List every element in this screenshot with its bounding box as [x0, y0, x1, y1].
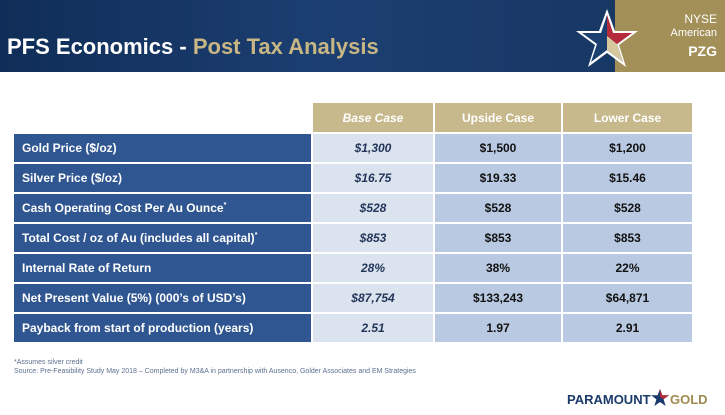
- cell-base-case: $853: [312, 223, 435, 254]
- ticker-badge: NYSE American PZG: [615, 0, 725, 72]
- badge-market: American: [670, 27, 717, 39]
- economics-table: Base Case Upside Case Lower Case Gold Pr…: [14, 103, 694, 344]
- table-row: Silver Price ($/oz) $16.75 $19.33 $15.46: [14, 163, 694, 194]
- row-label: Cash Operating Cost Per Au Ounce*: [14, 193, 313, 224]
- cell-upside-case: $528: [434, 193, 563, 224]
- row-label-footnote-mark: *: [254, 232, 258, 239]
- row-label-text: Internal Rate of Return: [22, 261, 152, 275]
- footnote-source: Source: Pre-Feasibility Study May 2018 –…: [14, 368, 416, 375]
- row-label: Internal Rate of Return: [14, 253, 313, 284]
- cell-upside-case: 38%: [434, 253, 563, 284]
- row-label-text: Gold Price ($/oz): [22, 141, 117, 155]
- cell-lower-case: 22%: [562, 253, 694, 284]
- cell-base-case: $1,300: [312, 133, 435, 164]
- cell-base-case: 2.51: [312, 313, 435, 344]
- row-label-text: Net Present Value (5%) (000’s of USD’s): [22, 291, 246, 305]
- cell-lower-case: $528: [562, 193, 694, 224]
- column-header-base: Base Case: [312, 103, 435, 134]
- row-label: Total Cost / oz of Au (includes all capi…: [14, 223, 313, 254]
- row-label-text: Silver Price ($/oz): [22, 171, 123, 185]
- cell-lower-case: $15.46: [562, 163, 694, 194]
- cell-upside-case: $19.33: [434, 163, 563, 194]
- badge-exchange: NYSE: [684, 12, 717, 26]
- row-label-footnote-mark: *: [223, 202, 227, 209]
- column-header-upside: Upside Case: [434, 103, 563, 134]
- row-label-text: Cash Operating Cost Per Au Ounce: [22, 201, 224, 215]
- cell-upside-case: $133,243: [434, 283, 563, 314]
- cell-lower-case: $64,871: [562, 283, 694, 314]
- row-label-text: Payback from start of production (years): [22, 321, 254, 335]
- cell-base-case: $16.75: [312, 163, 435, 194]
- company-logo: PARAMOUNT GOLD: [567, 386, 717, 414]
- cell-lower-case: 2.91: [562, 313, 694, 344]
- table-header-row: Base Case Upside Case Lower Case: [14, 103, 694, 134]
- row-label: Silver Price ($/oz): [14, 163, 313, 194]
- cell-base-case: $528: [312, 193, 435, 224]
- table-row: Cash Operating Cost Per Au Ounce* $528 $52…: [14, 193, 694, 224]
- cell-base-case: $87,754: [312, 283, 435, 314]
- cell-lower-case: $853: [562, 223, 694, 254]
- table-row: Internal Rate of Return 28% 38% 22%: [14, 253, 694, 284]
- title-main: PFS Economics -: [7, 34, 193, 59]
- cell-upside-case: $1,500: [434, 133, 563, 164]
- cell-upside-case: 1.97: [434, 313, 563, 344]
- row-label: Gold Price ($/oz): [14, 133, 313, 164]
- table-row: Net Present Value (5%) (000’s of USD’s) $…: [14, 283, 694, 314]
- table-corner: [14, 103, 313, 134]
- row-label: Payback from start of production (years): [14, 313, 313, 344]
- page-title: PFS Economics - Post Tax Analysis: [7, 34, 379, 60]
- header-banner: PFS Economics - Post Tax Analysis NYSE A…: [0, 0, 725, 72]
- star-logo-icon: [576, 9, 638, 67]
- cell-base-case: 28%: [312, 253, 435, 284]
- cell-upside-case: $853: [434, 223, 563, 254]
- cell-lower-case: $1,200: [562, 133, 694, 164]
- logo-text-paramount: PARAMOUNT: [567, 392, 651, 407]
- column-header-lower: Lower Case: [562, 103, 694, 134]
- title-accent: Post Tax Analysis: [192, 34, 379, 59]
- logo-star-icon: [651, 389, 669, 406]
- table-row: Gold Price ($/oz) $1,300 $1,500 $1,200: [14, 133, 694, 164]
- row-label-text: Total Cost / oz of Au (includes all capi…: [22, 231, 255, 245]
- table-row: Total Cost / oz of Au (includes all capi…: [14, 223, 694, 254]
- badge-ticker: PZG: [688, 43, 717, 59]
- logo-text-gold: GOLD: [670, 392, 708, 407]
- table-row: Payback from start of production (years)…: [14, 313, 694, 344]
- row-label: Net Present Value (5%) (000’s of USD’s): [14, 283, 313, 314]
- footnote-silver-credit: *Assumes silver credit: [14, 359, 83, 366]
